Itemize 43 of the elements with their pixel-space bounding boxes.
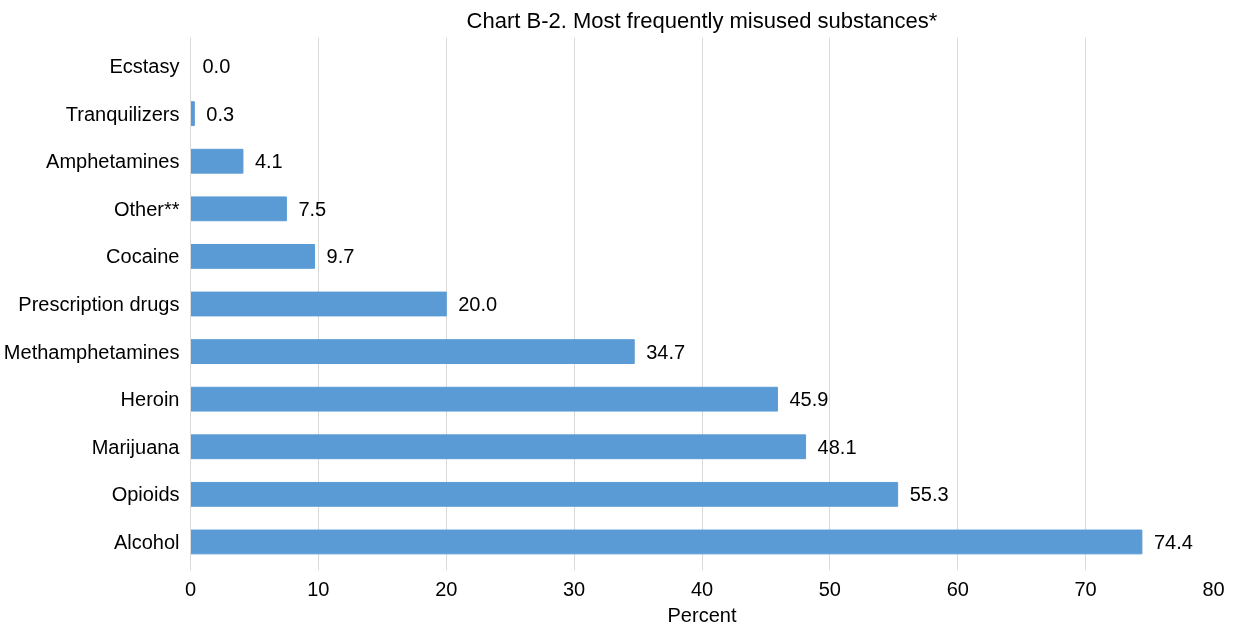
y-tick-label: Tranquilizers [65, 102, 180, 125]
data-label: 0.3 [206, 102, 235, 125]
data-label: 9.7 [326, 245, 355, 268]
y-tick-label: Marijuana [91, 435, 181, 458]
data-label: 48.1 [817, 435, 857, 458]
x-tick-label: 70 [1074, 577, 1097, 600]
x-tick-label: 60 [946, 577, 969, 600]
y-tick-label: Prescription drugs [18, 293, 180, 315]
bar [190, 148, 244, 174]
bar [190, 291, 447, 317]
data-label: 74.4 [1153, 530, 1193, 553]
x-tick-label: 80 [1202, 577, 1225, 600]
y-tick-label: Other** [113, 197, 180, 220]
data-label: 0.0 [202, 55, 231, 78]
data-label: 7.5 [298, 197, 327, 220]
x-tick-label: 40 [690, 577, 714, 600]
x-tick-label: 0 [184, 577, 197, 600]
bar [190, 244, 316, 269]
bar [190, 481, 899, 507]
x-axis-title: Percent [667, 603, 737, 626]
x-tick-label: 10 [307, 577, 330, 600]
x-tick-label: 30 [563, 577, 586, 600]
bar [190, 339, 635, 364]
data-label: 4.1 [254, 150, 283, 173]
bar [190, 101, 195, 127]
y-tick-label: Opioids [111, 483, 180, 506]
data-label: 34.7 [646, 340, 686, 363]
y-tick-label: Amphetamines [46, 150, 180, 173]
x-tick-label: 50 [818, 577, 841, 600]
y-tick-label: Cocaine [106, 245, 180, 268]
y-tick-label: Ecstasy [109, 55, 180, 78]
data-label: 45.9 [789, 388, 829, 411]
bar [190, 196, 287, 222]
bar [190, 529, 1143, 555]
x-tick-label: 20 [435, 577, 458, 600]
y-tick-label: Methamphetamines [3, 340, 180, 363]
y-tick-label: Alcohol [113, 530, 180, 553]
data-label: 20.0 [458, 293, 498, 315]
data-label: 55.3 [909, 483, 949, 506]
bar [190, 434, 807, 460]
chart-title: Chart B-2. Most frequently misused substances* [466, 7, 938, 33]
y-tick-label: Heroin [120, 388, 180, 411]
bar [190, 386, 778, 412]
